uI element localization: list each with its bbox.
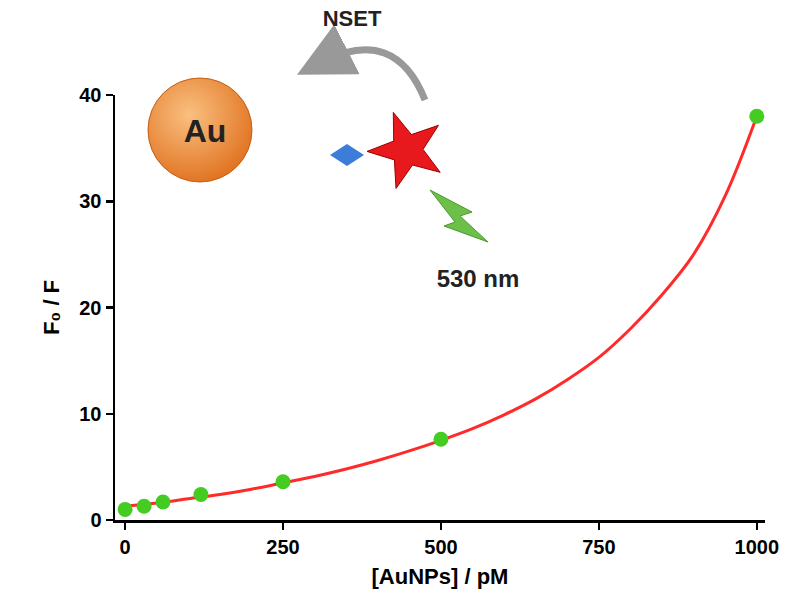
svg-text:[AuNPs] / pM: [AuNPs] / pM <box>372 564 509 589</box>
svg-text:530 nm: 530 nm <box>437 265 520 292</box>
svg-text:20: 20 <box>79 297 101 319</box>
svg-text:500: 500 <box>424 536 457 558</box>
svg-text:750: 750 <box>582 536 615 558</box>
svg-text:250: 250 <box>266 536 299 558</box>
svg-text:0: 0 <box>90 509 101 531</box>
svg-text:0: 0 <box>120 536 131 558</box>
svg-text:NSET: NSET <box>323 6 382 31</box>
svg-text:Au: Au <box>184 113 227 149</box>
svg-text:40: 40 <box>79 84 101 106</box>
svg-text:30: 30 <box>79 190 101 212</box>
svg-text:F₀ / F: F₀ / F <box>39 280 64 335</box>
svg-text:1000: 1000 <box>735 536 780 558</box>
svg-text:10: 10 <box>79 403 101 425</box>
